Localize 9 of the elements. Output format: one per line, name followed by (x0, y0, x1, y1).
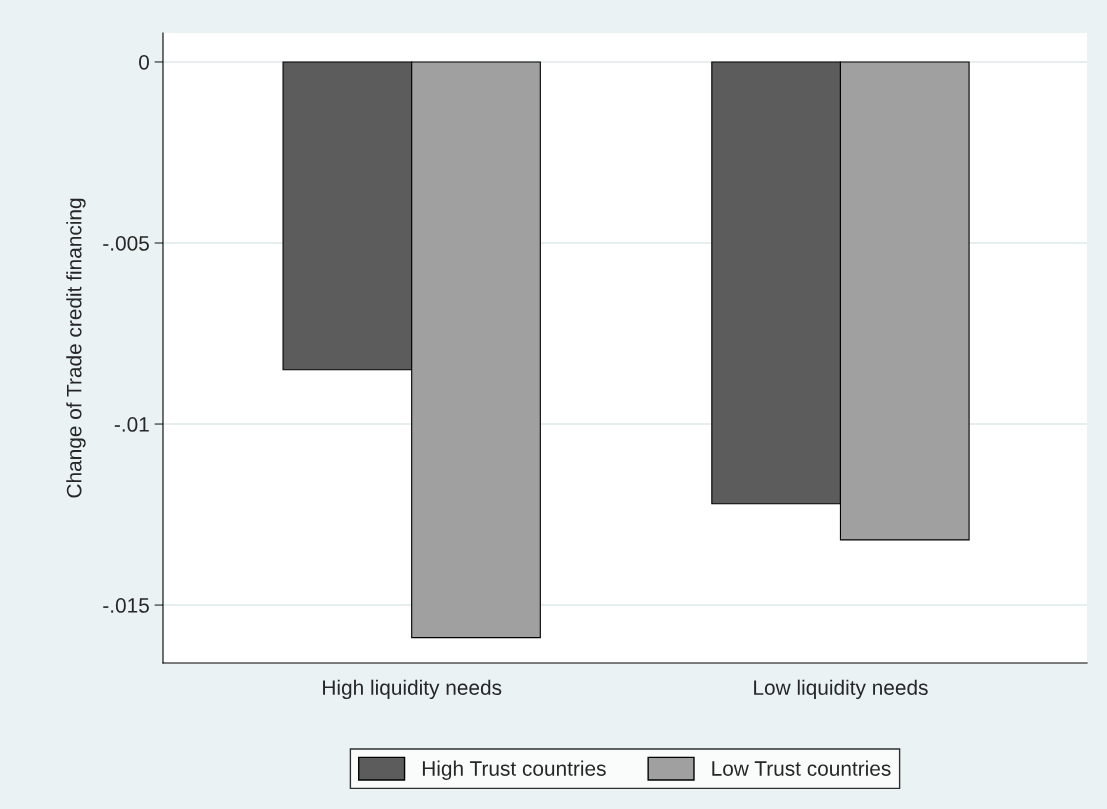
y-tick-label: -.015 (103, 598, 149, 613)
y-axis-title: Change of Trade credit financing (66, 198, 86, 498)
y-tick-label: -.01 (114, 417, 149, 432)
x-tick-label: High liquidity needs (323, 679, 502, 700)
legend-label: High Trust countries (422, 760, 606, 781)
y-tick-label: 0 (139, 54, 149, 70)
y-tick-label: -.005 (103, 236, 149, 251)
legend-label: Low Trust countries (712, 760, 891, 776)
x-tick-label: Low liquidity needs (754, 679, 928, 700)
